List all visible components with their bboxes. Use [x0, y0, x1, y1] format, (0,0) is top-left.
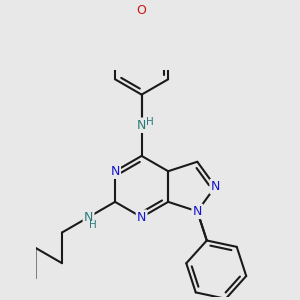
Text: H: H [89, 220, 97, 230]
Text: N: N [137, 211, 146, 224]
Text: N: N [193, 205, 202, 218]
Text: N: N [84, 211, 93, 224]
Text: N: N [110, 165, 120, 178]
Text: H: H [146, 117, 154, 127]
Text: N: N [211, 180, 220, 193]
Text: N: N [137, 119, 146, 132]
Text: O: O [137, 4, 147, 17]
